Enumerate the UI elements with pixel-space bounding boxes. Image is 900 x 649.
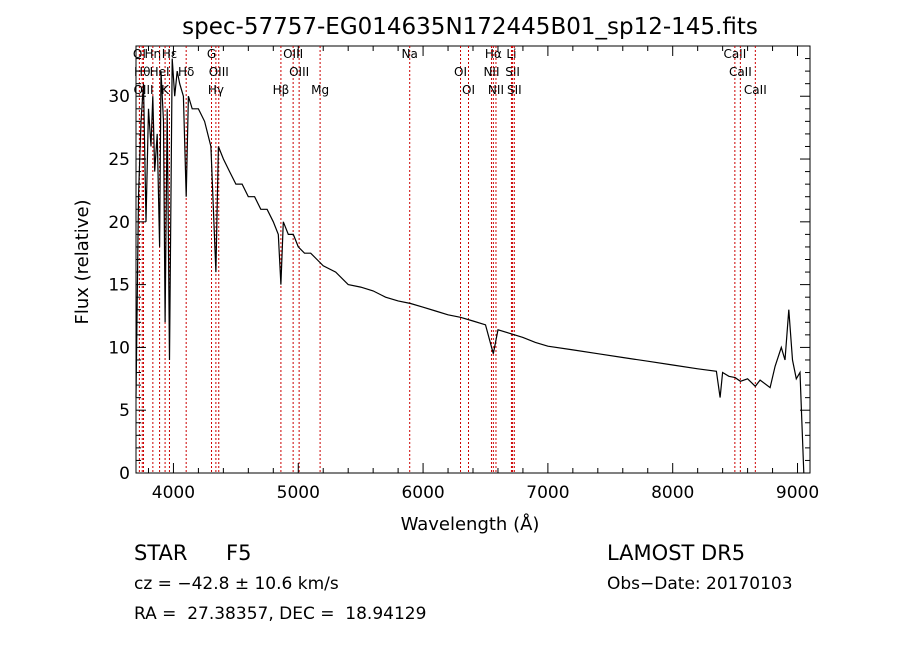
x-tick-label: 9000: [776, 483, 819, 503]
line-label: G: [207, 47, 216, 61]
line-label: Hα: [485, 47, 502, 61]
line-label: OIII: [209, 65, 229, 79]
y-tick-label: 0: [119, 464, 130, 484]
line-label: NII: [488, 83, 504, 97]
x-tick-label: 4000: [152, 483, 195, 503]
chart-title: spec-57757-EG014635N172445B01_sp12-145.f…: [182, 14, 758, 40]
line-label: Hε: [162, 47, 178, 61]
line-label: Hθ: [134, 65, 150, 79]
object-class: STAR: [134, 541, 188, 565]
line-label: CaII: [744, 83, 767, 97]
line-label: CaII: [723, 47, 746, 61]
line-label: CaII: [729, 65, 752, 79]
y-tick-label: 20: [108, 213, 130, 233]
line-label: Li: [506, 47, 516, 61]
subclass: F5: [226, 541, 252, 565]
x-tick-label: 8000: [651, 483, 694, 503]
line-label: Hγ: [208, 83, 224, 97]
y-tick-label: 30: [108, 87, 130, 107]
redshift-cz: cz = −42.8 ± 10.6 km/s: [134, 574, 339, 594]
x-tick-label: 6000: [401, 483, 444, 503]
line-label: Hδ: [178, 65, 194, 79]
survey-label: LAMOST DR5: [607, 541, 746, 565]
line-label: Mg: [311, 83, 329, 97]
x-axis-label: Wavelength (Å): [401, 513, 540, 535]
y-tick-label: 10: [108, 338, 130, 358]
coordinates: RA = 27.38357, DEC = 18.94129: [134, 604, 427, 624]
y-tick-label: 5: [119, 401, 130, 421]
x-tick-label: 5000: [277, 483, 320, 503]
line-label: NII: [483, 65, 499, 79]
line-label: OI: [454, 65, 467, 79]
line-label: K: [161, 83, 170, 97]
spectrum-line: [135, 58, 805, 474]
line-label: Hβ: [273, 83, 290, 97]
line-label: OIII: [289, 65, 309, 79]
line-label: HeI: [150, 65, 170, 79]
line-label: Na: [402, 47, 418, 61]
line-label: OIII: [283, 47, 303, 61]
y-tick-label: 15: [108, 276, 130, 296]
line-label: Hη: [145, 47, 162, 61]
line-label: SII: [507, 83, 522, 97]
plot-frame: [135, 45, 811, 474]
observation-date: Obs−Date: 20170103: [607, 574, 793, 594]
y-axis-label: Flux (relative): [72, 199, 93, 324]
x-tick-label: 7000: [526, 483, 569, 503]
line-label: SII: [505, 65, 520, 79]
line-label: OI: [462, 83, 475, 97]
y-tick-label: 25: [108, 150, 130, 170]
